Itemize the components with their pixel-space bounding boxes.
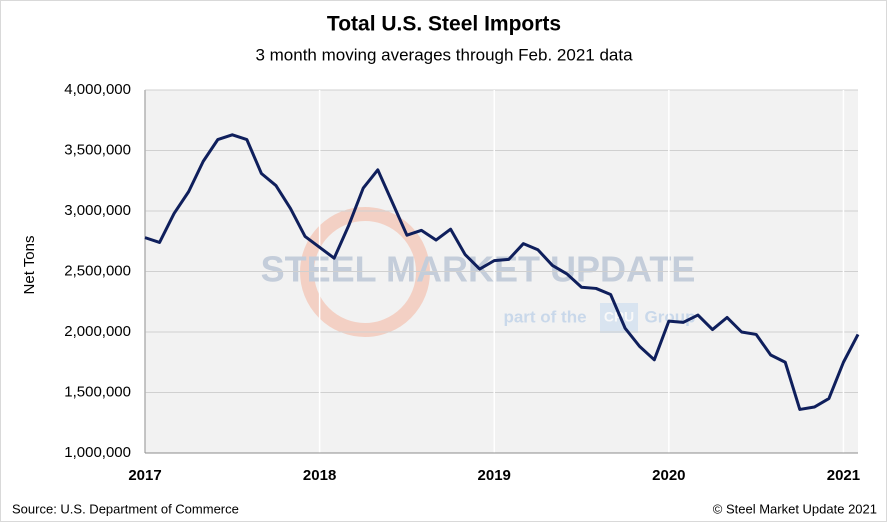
x-tick-label: 2020 xyxy=(652,467,685,484)
source-note: Source: U.S. Department of Commerce xyxy=(12,501,239,516)
data-line xyxy=(144,133,860,411)
y-tick-label: 4,000,000 xyxy=(64,81,131,98)
y-tick-label: 1,000,000 xyxy=(64,444,131,461)
x-tick-label: 2018 xyxy=(303,467,336,484)
y-tick-label: 3,000,000 xyxy=(64,202,131,219)
x-tick-label: 2019 xyxy=(478,467,511,484)
watermark-group: Group xyxy=(645,307,696,326)
y-tick-label: 1,500,000 xyxy=(64,383,131,400)
copyright-note: © Steel Market Update 2021 xyxy=(713,501,877,516)
y-tick-label: 2,000,000 xyxy=(64,323,131,340)
chart-subtitle: 3 month moving averages through Feb. 202… xyxy=(255,45,633,64)
watermark-sub: part of the xyxy=(503,307,586,326)
watermark-logo-box xyxy=(600,303,638,333)
y-tick-label: 3,500,000 xyxy=(64,141,131,158)
y-tick-label: 2,500,000 xyxy=(64,262,131,279)
x-tick-label: 2021 xyxy=(827,467,860,484)
x-tick-label: 2017 xyxy=(128,467,161,484)
y-axis-label: Net Tons xyxy=(21,236,38,295)
chart-title: Total U.S. Steel Imports xyxy=(327,13,561,36)
